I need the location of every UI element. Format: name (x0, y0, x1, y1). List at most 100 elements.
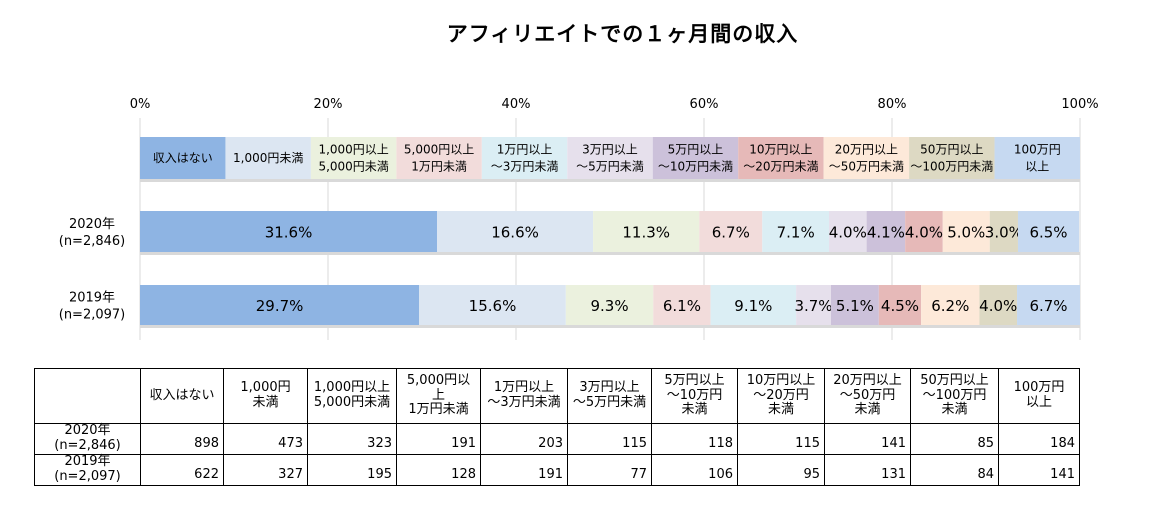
legend-label: 100万円以上 (1014, 143, 1061, 174)
table-cell: 118 (651, 423, 738, 455)
legend-swatch (567, 137, 653, 179)
bar-segment (653, 285, 711, 325)
legend-label: 3万円以上～5万円未満 (576, 143, 644, 174)
bar-data-label: 6.1% (663, 297, 701, 315)
table-cell: 128 (396, 454, 481, 486)
legend-swatch (823, 137, 910, 179)
bar-segment (905, 211, 943, 252)
table-row-label: 2020年 (n=2,846) (34, 423, 141, 455)
table-header-cell: 5万円以上 ～10万円 未満 (651, 368, 738, 424)
table-cell: 115 (737, 423, 825, 455)
bar-data-label: 29.7% (256, 297, 304, 315)
bar-data-label: 4.5% (881, 297, 919, 315)
bar-segment (989, 211, 1018, 252)
legend-swatch (225, 137, 311, 179)
table-header-cell: 50万円以上 ～100万円 未満 (910, 368, 999, 424)
bar-segment (710, 285, 797, 325)
legend-label: 1,000円以上 5,000円未満 (318, 143, 388, 174)
table-cell: 77 (567, 454, 652, 486)
table-header-cell: 1万円以上 ～3万円未満 (480, 368, 568, 424)
x-tick-label: 60% (690, 97, 719, 112)
x-tick-label: 0% (130, 97, 151, 112)
table-cell: 141 (824, 423, 911, 455)
bar-segment (1017, 285, 1080, 325)
legend-swatch (909, 137, 995, 179)
legend-label: 5,000円以上 1万円未満 (404, 143, 474, 174)
bar-segment (878, 285, 922, 325)
band-shadow (140, 179, 1080, 182)
legend-label: 50万円以上～100万円未満 (910, 143, 993, 174)
bar-data-label: 4.0% (829, 224, 867, 242)
table-corner-cell (34, 368, 141, 424)
category-label: 2020年(n=2,846) (59, 217, 126, 249)
bar-segment (699, 211, 763, 252)
table-cell: 131 (824, 454, 911, 486)
bar-segment (593, 211, 700, 252)
bar-segment (762, 211, 830, 252)
bar-data-label: 5.1% (836, 297, 874, 315)
x-tick-label: 100% (1061, 97, 1098, 112)
bar-data-label: 4.0% (905, 224, 943, 242)
table-cell: 622 (140, 454, 224, 486)
table-cell: 85 (910, 423, 999, 455)
table-cell: 323 (307, 423, 397, 455)
table-cell: 327 (223, 454, 308, 486)
bar-data-label: 9.1% (734, 297, 772, 315)
legend-label: 10万円以上～20万円未満 (743, 143, 818, 174)
table-header-cell: 1,000円以上 5,000円未満 (307, 368, 397, 424)
table-row-label: 2019年 (n=2,097) (34, 454, 141, 486)
table-cell: 191 (396, 423, 481, 455)
bar-data-label: 9.3% (590, 297, 628, 315)
table-header-cell: 100万円 以上 (998, 368, 1080, 424)
table-cell: 141 (998, 454, 1080, 486)
legend-label: 5万円以上～10万円未満 (658, 143, 733, 174)
bar-segment (140, 285, 420, 325)
category-label: 2019年(n=2,097) (59, 291, 126, 323)
chart-title: アフィリエイトでの１ヶ月間の収入 (446, 21, 799, 46)
table-header-cell: 10万円以上 ～20万円 未満 (737, 368, 825, 424)
bar-data-label: 6.7% (1029, 297, 1067, 315)
table-header-cell: 20万円以上 ～50万円 未満 (824, 368, 911, 424)
legend-label: 20万円以上～50万円未満 (829, 143, 904, 174)
legend-swatch (994, 137, 1080, 179)
bar-data-label: 7.1% (777, 224, 815, 242)
table-cell: 106 (651, 454, 738, 486)
table-cell: 191 (480, 454, 568, 486)
x-tick-label: 20% (314, 97, 343, 112)
legend-label: 収入はない (153, 151, 213, 165)
bar-data-label: 31.6% (265, 224, 313, 242)
table-cell: 115 (567, 423, 652, 455)
bar-segment (979, 285, 1018, 325)
table-header-cell: 収入はない (140, 368, 224, 424)
table-row: 2020年 (n=2,846) 898 473 323 191 203 115 … (34, 423, 1080, 455)
bar-segment (830, 285, 879, 325)
bar-segment (565, 285, 654, 325)
legend-swatch (396, 137, 482, 179)
legend-label: 1万円以上～3万円未満 (491, 143, 559, 174)
bar-segment (437, 211, 594, 252)
legend-swatch (738, 137, 824, 179)
x-tick-label: 80% (878, 97, 907, 112)
table-cell: 184 (998, 423, 1080, 455)
table-cell: 898 (140, 423, 224, 455)
legend-swatch (481, 137, 568, 179)
bar-data-label: 6.5% (1029, 224, 1067, 242)
bar-segment (942, 211, 990, 252)
table-cell: 195 (307, 454, 397, 486)
bar-data-label: 11.3% (622, 224, 670, 242)
bar-segment (829, 211, 867, 252)
table-header-cell: 5,000円以上 1万円未満 (396, 368, 481, 424)
band-shadow (140, 325, 1080, 328)
legend-label: 1,000円未満 (233, 151, 303, 165)
bar-data-label: 6.2% (931, 297, 969, 315)
bar-segment (140, 211, 438, 252)
bar-segment (866, 211, 906, 252)
bar-data-label: 6.7% (712, 224, 750, 242)
table-header-row: 収入はない 1,000円 未満 1,000円以上 5,000円未満 5,000円… (34, 368, 1080, 424)
band-shadow (140, 252, 1080, 255)
bar-data-label: 3.7% (794, 297, 832, 315)
bar-data-label: 15.6% (469, 297, 517, 315)
bar-data-label: 4.1% (867, 224, 905, 242)
table-header-cell: 1,000円 未満 (223, 368, 308, 424)
bar-segment (796, 285, 831, 325)
